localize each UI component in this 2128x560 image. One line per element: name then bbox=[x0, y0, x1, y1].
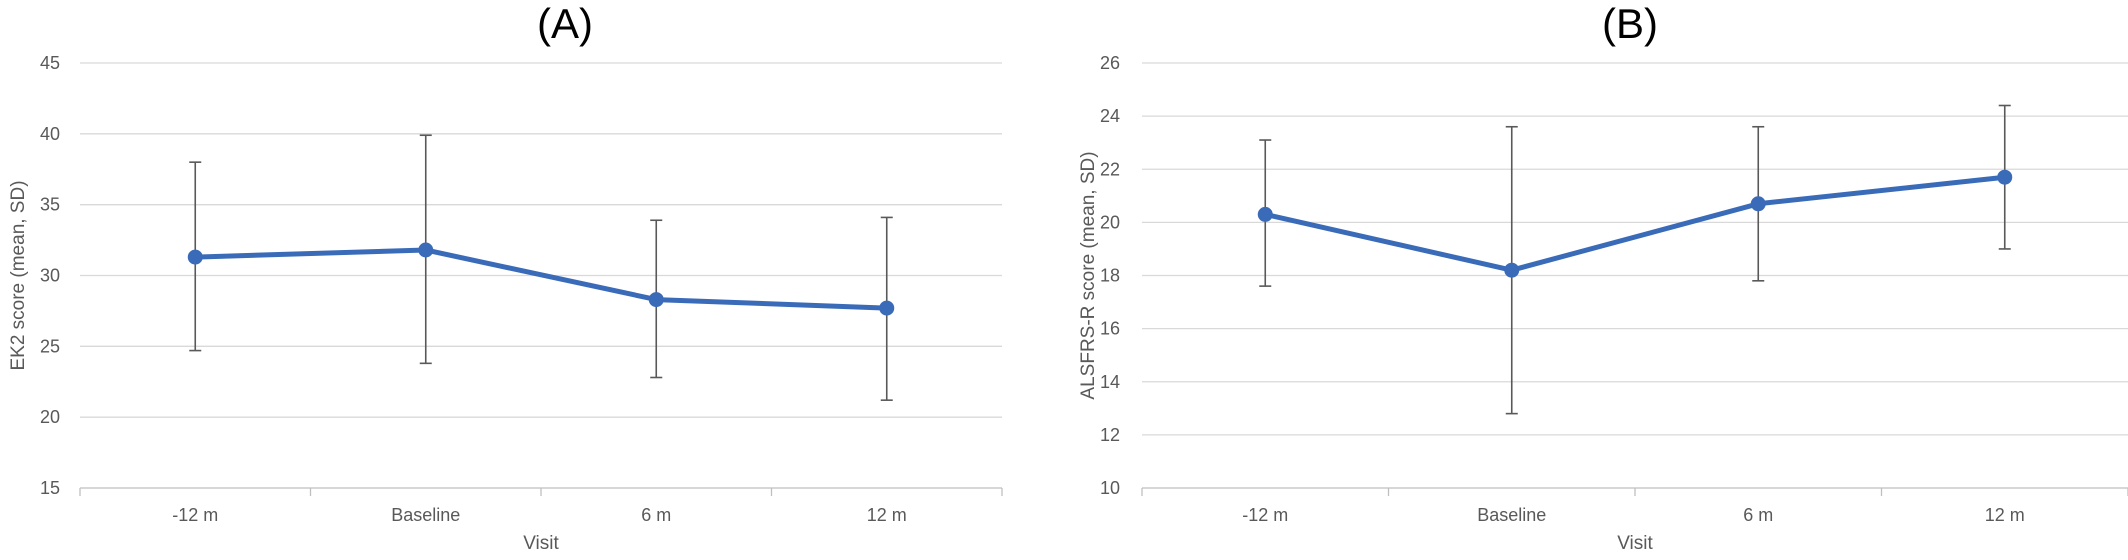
chart-title: (B) bbox=[1602, 0, 1658, 47]
chart-b: (B) 10 12 14 16 18 20 22 24 26 -12 m Baseline 6 m 12 … bbox=[1078, 0, 2128, 554]
y-tick-label: 20 bbox=[40, 407, 60, 427]
y-tick-label: 35 bbox=[40, 195, 60, 215]
x-tick-label: -12 m bbox=[1242, 505, 1288, 525]
data-point bbox=[1997, 169, 2013, 185]
y-tick-label: 10 bbox=[1100, 478, 1120, 498]
y-tick-label: 18 bbox=[1100, 266, 1120, 286]
y-tick-label: 25 bbox=[40, 336, 60, 356]
x-tick-label: 12 m bbox=[1985, 505, 2025, 525]
x-tick-label: -12 m bbox=[172, 505, 218, 525]
x-tick-label: Baseline bbox=[391, 505, 460, 525]
data-point bbox=[1504, 262, 1520, 278]
series-line bbox=[1264, 174, 2006, 273]
y-tick-label: 20 bbox=[1100, 212, 1120, 232]
data-point bbox=[1750, 196, 1766, 212]
data-point bbox=[187, 249, 203, 265]
y-tick-label: 22 bbox=[1100, 159, 1120, 179]
x-tick-label: Baseline bbox=[1477, 505, 1546, 525]
data-point bbox=[648, 292, 664, 308]
x-tick-label: 6 m bbox=[1743, 505, 1773, 525]
data-point bbox=[418, 242, 434, 258]
x-tick-label: 6 m bbox=[641, 505, 671, 525]
y-tick-label: 40 bbox=[40, 124, 60, 144]
y-tick-label: 15 bbox=[40, 478, 60, 498]
y-tick-label: 26 bbox=[1100, 53, 1120, 73]
y-tick-label: 45 bbox=[40, 53, 60, 73]
x-axis-title: Visit bbox=[523, 533, 559, 554]
y-tick-label: 30 bbox=[40, 266, 60, 286]
series-line bbox=[195, 247, 887, 311]
data-point bbox=[1257, 206, 1273, 222]
y-tick-label: 16 bbox=[1100, 319, 1120, 339]
y-tick-label: 24 bbox=[1100, 106, 1120, 126]
y-tick-label: 14 bbox=[1100, 372, 1120, 392]
chart-title: (A) bbox=[537, 0, 593, 47]
x-axis-title: Visit bbox=[1617, 533, 1653, 554]
data-point bbox=[879, 300, 895, 316]
x-tick-label: 12 m bbox=[867, 505, 907, 525]
chart-a: (A) 15 20 25 30 35 40 45 -12 m Baseline 6 m 12 m Vis… bbox=[8, 0, 1003, 554]
y-axis-title: EK2 score (mean, SD) bbox=[8, 180, 29, 370]
y-axis-title: ALSFRS-R score (mean, SD) bbox=[1078, 151, 1099, 399]
y-tick-label: 12 bbox=[1100, 425, 1120, 445]
